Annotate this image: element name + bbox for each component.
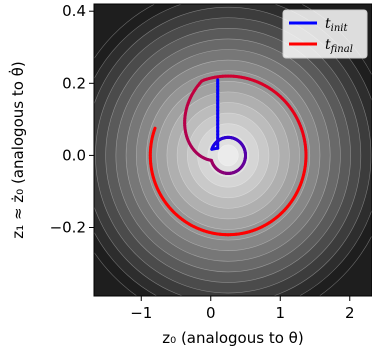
contour-background: [94, 4, 372, 296]
trajectory-segment: [152, 126, 157, 133]
legend-label-t-final: tfinal: [325, 37, 353, 55]
legend: tinit tfinal: [282, 9, 368, 59]
y-ticks: −0.2 0.0 0.2 0.4: [50, 2, 94, 237]
y-tick-label: 0.2: [62, 74, 86, 92]
x-tick-label: 1: [275, 304, 285, 322]
x-axis-label: z₀ (analogous to θ): [162, 329, 303, 347]
plot-frame: [93, 3, 372, 297]
x-ticks: −1 0 1 2: [130, 296, 355, 322]
y-axis-label: z₁ ≈ ż₀ (analogous to θ̇): [8, 61, 27, 238]
contour-level: [217, 144, 239, 167]
trajectory: [148, 74, 308, 237]
y-tick-label: 0.0: [62, 146, 86, 164]
legend-label-t-init: tinit: [325, 16, 348, 34]
x-tick-label: 2: [345, 304, 355, 322]
y-tick-label: 0.4: [62, 2, 86, 20]
x-tick-label: −1: [130, 304, 152, 322]
x-tick-label: 0: [206, 304, 216, 322]
y-tick-label: −0.2: [50, 219, 86, 237]
